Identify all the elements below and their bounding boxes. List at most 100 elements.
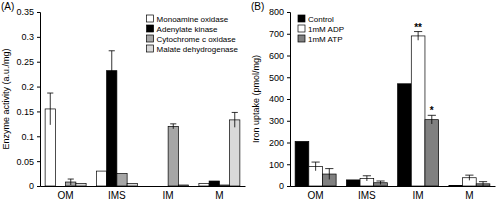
panel: 00.050.10.150.20.250.30.35OMIMSIMMEnzyme…: [1, 1, 246, 201]
y-tick-label: 800: [269, 7, 284, 17]
bar: [425, 120, 439, 186]
x-tick-label: IMS: [108, 190, 126, 201]
x-tick-label: IM: [413, 190, 424, 201]
x-axis-line: [291, 186, 496, 187]
y-axis-line: [37, 13, 41, 187]
bar: [76, 184, 86, 186]
y-tick-label: 0.05: [16, 157, 34, 167]
y-tick-mark: [287, 143, 290, 144]
plot-area: [45, 51, 240, 186]
x-tick: OM: [58, 186, 74, 201]
y-tick-label: 100: [269, 160, 284, 170]
y-tick: 0.1: [21, 132, 40, 142]
legend-label: Control: [308, 15, 334, 24]
y-axis: 0 0.05 0.1 0.15 0.2 0.25 0.3 0.35: [16, 7, 40, 191]
panel: 0100200300400500600700800OMIMSIMMIron up…: [251, 1, 496, 201]
y-axis-line: [287, 13, 291, 187]
y-tick-mark: [37, 186, 40, 187]
y-tick-mark: [37, 161, 40, 162]
y-tick: 0.2: [21, 82, 40, 92]
x-tick-label: M: [465, 190, 473, 201]
x-tick: IMS: [358, 186, 376, 201]
x-tick-label: M: [215, 190, 223, 201]
legend-label: Adenylate kinase: [157, 25, 218, 34]
bar: [158, 186, 168, 187]
x-tick-label: OM: [58, 190, 74, 201]
y-tick-mark: [287, 34, 290, 35]
y-axis: 0100200300400500600700800: [269, 7, 291, 191]
x-tick: M: [215, 186, 223, 201]
x-tick: OM: [308, 186, 324, 201]
annotation: *: [430, 105, 434, 116]
y-tick: 800: [269, 7, 290, 17]
bar: [148, 186, 158, 187]
figure: 00.050.10.150.20.250.30.35OMIMSIMMEnzyme…: [0, 0, 500, 211]
y-tick-label: 0.35: [16, 7, 34, 17]
y-tick-label: 700: [269, 29, 284, 39]
bar: [55, 186, 65, 187]
error-bar: [312, 162, 320, 171]
bar: [209, 181, 219, 186]
legend-label: Cytochrome c oxidase: [157, 35, 237, 44]
y-tick-label: 0.3: [21, 32, 34, 42]
y-tick-mark: [37, 87, 40, 88]
error-bar: [363, 176, 371, 181]
y-tick-mark: [287, 12, 290, 13]
error-bar: [68, 179, 74, 185]
legend-swatch: [298, 25, 305, 32]
panel-label: (B): [251, 1, 264, 12]
x-tick-label: OM: [308, 190, 324, 201]
error-bar: [109, 51, 115, 91]
y-tick-label: 0.1: [21, 132, 34, 142]
y-tick-mark: [287, 186, 290, 187]
bar: [230, 120, 240, 186]
y-tick: 0.3: [21, 32, 40, 42]
y-tick: 500: [269, 73, 290, 83]
x-tick: IM: [163, 186, 174, 201]
bar: [449, 185, 463, 186]
y-tick-mark: [287, 121, 290, 122]
y-tick: 0.05: [16, 157, 40, 167]
error-bar: [479, 182, 487, 186]
legend-swatch: [147, 35, 154, 42]
legend-swatch: [147, 45, 154, 52]
error-bar: [376, 181, 384, 184]
y-tick-mark: [287, 77, 290, 78]
bar: [411, 36, 425, 186]
error-bar: [232, 112, 238, 127]
y-tick-mark: [37, 136, 40, 137]
legend-label: Malate dehydrogenase: [157, 45, 239, 54]
y-tick-mark: [37, 111, 40, 112]
y-tick: 200: [269, 138, 290, 148]
legend-swatch: [298, 15, 305, 22]
error-bar: [414, 32, 422, 41]
y-tick: 0.25: [16, 57, 40, 67]
legend-label: 1mM ADP: [308, 25, 344, 34]
bar: [219, 185, 229, 186]
bar: [295, 141, 309, 186]
y-tick-label: 600: [269, 51, 284, 61]
x-axis: OM IMS IM M: [41, 186, 246, 201]
error-bar: [47, 93, 53, 125]
y-tick-label: 0.25: [16, 57, 34, 67]
legend: Control1mM ADP1mM ATP: [298, 15, 344, 44]
y-tick-label: 0.15: [16, 107, 34, 117]
x-tick-label: IMS: [358, 190, 376, 201]
error-bar: [465, 175, 473, 180]
error-bar: [428, 115, 436, 124]
y-tick: 0: [279, 181, 290, 191]
y-tick: 0: [29, 181, 40, 191]
x-tick: IMS: [108, 186, 126, 201]
x-tick: M: [465, 186, 473, 201]
x-tick-label: IM: [163, 190, 174, 201]
y-tick-mark: [287, 99, 290, 100]
y-tick: 0.15: [16, 107, 40, 117]
y-tick-label: 0: [29, 181, 34, 191]
bar: [178, 185, 188, 186]
legend-swatch: [298, 35, 305, 42]
plot-area: [295, 32, 490, 186]
legend-swatch: [147, 25, 154, 32]
bar: [346, 180, 360, 186]
bar: [96, 171, 106, 186]
y-tick-mark: [37, 62, 40, 63]
